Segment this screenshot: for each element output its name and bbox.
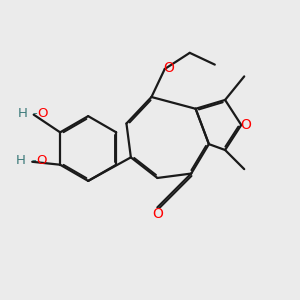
Text: H: H [17,107,27,120]
Text: O: O [164,61,175,75]
Text: O: O [152,207,163,221]
Text: O: O [240,118,251,132]
Text: O: O [36,154,46,167]
Text: -: - [31,154,36,167]
Text: O: O [37,107,48,120]
Text: H: H [16,154,26,167]
Text: -: - [33,107,38,120]
